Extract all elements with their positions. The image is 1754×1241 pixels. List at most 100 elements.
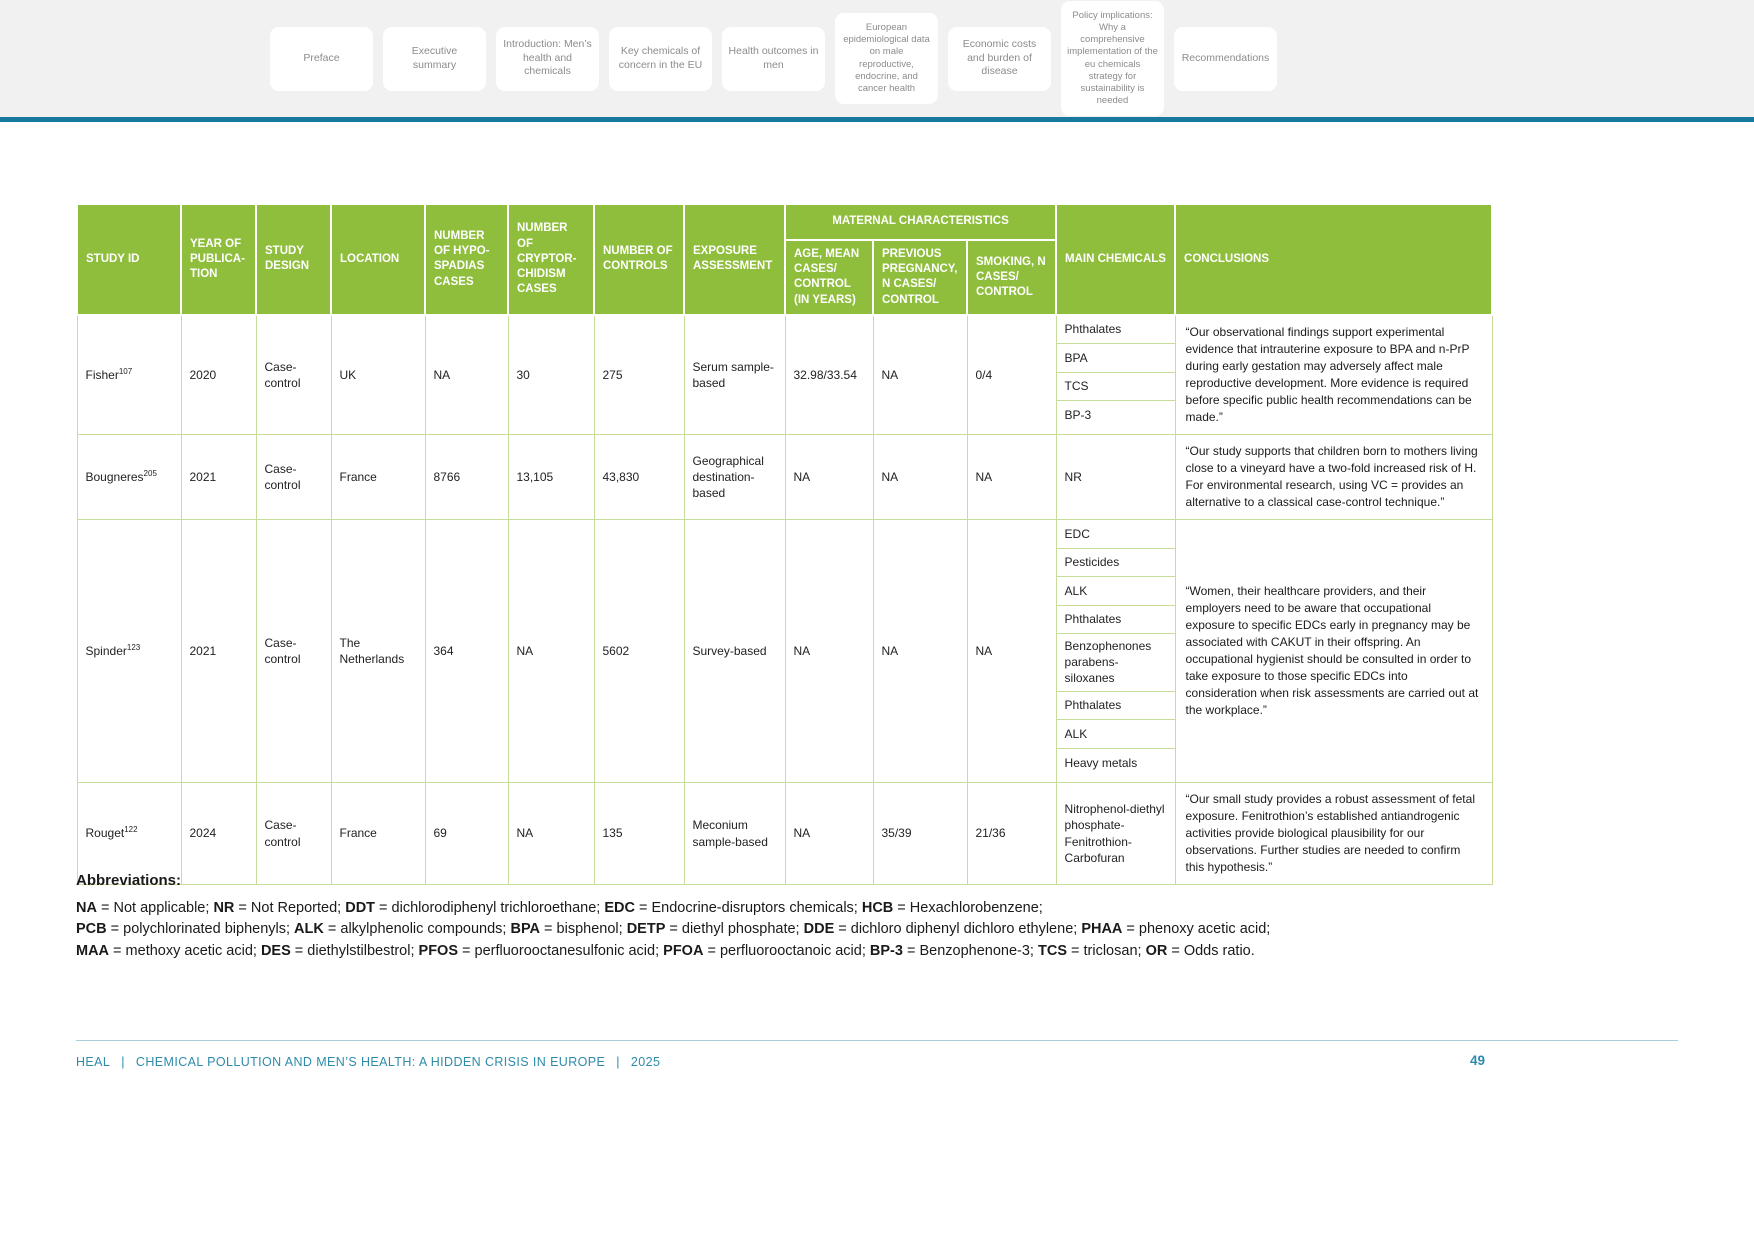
- cell-conclusion: “Women, their healthcare providers, and …: [1174, 519, 1493, 783]
- abbreviation-term: DDT: [345, 900, 376, 916]
- reference-number: 123: [126, 642, 141, 652]
- abbreviation-term: ALK: [294, 921, 324, 938]
- table-row: Bougneres205 2021 Case-control France 8766 13…: [76, 433, 1493, 521]
- col-header-previous-pregnancy: PREVIOUS PREGNANCY, N CASES/ CONTROL: [872, 239, 968, 316]
- cell-exposure: Serum sample-based: [683, 314, 786, 435]
- nav-tab[interactable]: Preface: [270, 26, 373, 91]
- cell-exposure: Geographical destination-based: [683, 433, 786, 521]
- cell-exposure: Meconium sample-based: [683, 781, 786, 886]
- cell-main-chemicals: NR: [1055, 433, 1176, 521]
- table-row: Fisher107 2020 Case-control UK NA 30 275 Serum …: [76, 314, 1493, 435]
- cell-main-chemicals: Nitrophenol-diethyl phosphate-Fenitrothi…: [1055, 781, 1176, 886]
- abbreviation-term: DDE: [803, 921, 835, 938]
- abbreviation-line: NA = Not applicable; NR = Not Reported; …: [76, 900, 1043, 916]
- abbreviation-term: NA: [76, 900, 97, 916]
- abbreviations-section: Abbreviations: NA = Not applicable; NR =…: [76, 872, 1656, 962]
- abbreviation-term: BPA: [510, 921, 541, 938]
- cell-controls: 135: [593, 781, 685, 886]
- nav-tab[interactable]: Recommendations: [1174, 26, 1277, 91]
- col-header-exposure: EXPOSURE ASSESSMENT: [683, 203, 786, 316]
- col-header-smoking: SMOKING, N CASES/ CONTROL: [965, 239, 1058, 316]
- footer-text: HEAL | CHEMICAL POLLUTION AND MEN’S HEALTH…: [76, 1055, 660, 1069]
- study-id: Rouget: [85, 826, 125, 841]
- cell-cryptorchidism: 30: [507, 314, 595, 435]
- cell-hypospadias: NA: [424, 314, 509, 435]
- page-number: 49: [1470, 1053, 1486, 1068]
- cell-year: 2021: [180, 519, 257, 783]
- nav-tab-label: Executive summary: [411, 45, 458, 71]
- chemical-item: Phthalates: [1056, 692, 1175, 721]
- cell-previous-pregnancy: NA: [872, 314, 968, 435]
- footer-divider: [76, 1040, 1678, 1041]
- footer-separator: |: [121, 1055, 125, 1069]
- cell-hypospadias: 69: [424, 781, 509, 886]
- table-row: Spinder123 2021 Case-control The Netherland…: [76, 519, 1493, 783]
- col-group-maternal-characteristics: MATERNAL CHARACTERISTICS: [783, 203, 1058, 241]
- abbreviation-term: PFOS: [418, 942, 459, 959]
- nav-tab-label: Introduction: Men’s health and chemicals: [503, 38, 592, 78]
- cell-location: UK: [330, 314, 426, 435]
- nav-tab[interactable]: Introduction: Men’s health and chemicals: [496, 26, 599, 91]
- top-navigation: Preface Executive summary Introduction: Me…: [0, 0, 1754, 122]
- abbreviation-term: TCS: [1037, 942, 1067, 959]
- nav-tab[interactable]: Policy implications: Why a comprehensive…: [1061, 0, 1164, 117]
- abbreviation-term: BP-3: [869, 942, 903, 959]
- nav-tab[interactable]: Executive summary: [383, 26, 486, 91]
- col-header-age-mean: AGE, MEAN CASES/ CONTROL (IN YEARS): [784, 239, 874, 316]
- abbreviation-term: PFOA: [663, 942, 704, 959]
- abbreviations-title: Abbreviations:: [76, 872, 182, 889]
- cell-study: Spinder123: [76, 519, 182, 783]
- cell-cryptorchidism: NA: [507, 519, 595, 783]
- chemical-item: Phthalates: [1056, 606, 1175, 634]
- nav-tabs: Preface Executive summary Introduction: Me…: [270, 0, 1277, 117]
- nav-tab-label: Key chemicals of concern in the EU: [618, 45, 703, 71]
- cell-controls: 5602: [593, 519, 685, 783]
- cell-smoking: 0/4: [966, 314, 1057, 435]
- col-header-main-chemicals: MAIN CHEMICALS: [1055, 203, 1177, 316]
- nav-tab-label: Health outcomes in men: [728, 45, 819, 71]
- studies-table-body: Fisher107 2020 Case-control UK NA 30 275 Serum …: [76, 314, 1493, 886]
- chemical-item: TCS: [1056, 373, 1175, 402]
- cell-age-mean: NA: [784, 519, 874, 783]
- cell-location: France: [330, 781, 426, 886]
- nav-tab[interactable]: Health outcomes in men: [722, 26, 825, 91]
- cell-exposure: Survey-based: [683, 519, 786, 783]
- studies-table: STUDY ID YEAR OF PUBLICA-TION STUDY DESI…: [76, 203, 1494, 886]
- nav-tab-label: Recommendations: [1181, 51, 1270, 64]
- cell-design: Case-control: [255, 781, 332, 886]
- cell-smoking: NA: [966, 519, 1057, 783]
- col-header-conclusions: CONCLUSIONS: [1174, 203, 1494, 316]
- chemical-item: BPA: [1056, 344, 1175, 373]
- abbreviation-line: MAA = methoxy acetic acid; DES = diethyl…: [76, 942, 1255, 959]
- chemical-item: ALK: [1056, 720, 1175, 749]
- cell-location: The Netherlands: [330, 519, 426, 783]
- cell-smoking: 21/36: [966, 781, 1057, 886]
- col-header-hypospadias: NUMBER OF HYPO-SPADIAS CASES: [424, 203, 509, 316]
- cell-conclusion: “Our observational findings support expe…: [1174, 314, 1493, 435]
- cell-controls: 43,830: [593, 433, 685, 521]
- chemical-item: EDC: [1056, 520, 1175, 549]
- abbreviation-line: PCB = polychlorinated biphenyls; ALK = a…: [76, 921, 1271, 938]
- cell-main-chemicals: EDC Pesticides ALK Phthalates Benzophenones …: [1055, 519, 1176, 783]
- nav-tab[interactable]: Key chemicals of concern in the EU: [609, 26, 712, 91]
- chemical-item: Benzophenones parabens-siloxanes: [1056, 634, 1175, 692]
- col-header-controls: NUMBER OF CONTROLS: [593, 203, 685, 316]
- cell-controls: 275: [593, 314, 685, 435]
- abbreviation-term: EDC: [604, 900, 635, 916]
- cell-age-mean: 32.98/33.54: [784, 314, 874, 435]
- table-row: Rouget122 2024 Case-control France 69 NA 135 Me…: [76, 781, 1493, 886]
- cell-previous-pregnancy: NA: [872, 433, 968, 521]
- abbreviation-term: DES: [260, 942, 291, 959]
- abbreviation-term: MAA: [76, 942, 110, 959]
- nav-tab-label: European epidemiological data on male re…: [843, 22, 930, 94]
- footer-item: 2025: [630, 1055, 661, 1069]
- cell-study: Fisher107: [76, 314, 182, 435]
- cell-smoking: NA: [966, 433, 1057, 521]
- cell-design: Case-control: [255, 519, 332, 783]
- nav-tab[interactable]: European epidemiological data on male re…: [835, 13, 938, 104]
- cell-age-mean: NA: [784, 781, 874, 886]
- nav-tab[interactable]: Economic costs and burden of disease: [948, 26, 1051, 91]
- cell-previous-pregnancy: NA: [872, 519, 968, 783]
- footer-separator: |: [616, 1055, 620, 1069]
